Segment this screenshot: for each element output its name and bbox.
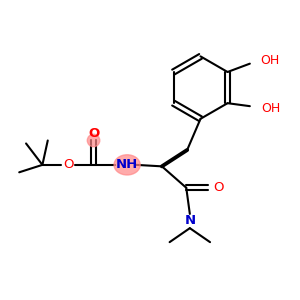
Ellipse shape <box>114 155 140 175</box>
Ellipse shape <box>87 134 100 147</box>
Text: O: O <box>213 181 224 194</box>
Text: N: N <box>184 214 195 227</box>
Text: O: O <box>88 127 99 140</box>
Text: OH: OH <box>261 102 280 115</box>
Text: O: O <box>63 158 74 171</box>
Text: OH: OH <box>260 54 280 67</box>
Text: NH: NH <box>116 158 138 171</box>
